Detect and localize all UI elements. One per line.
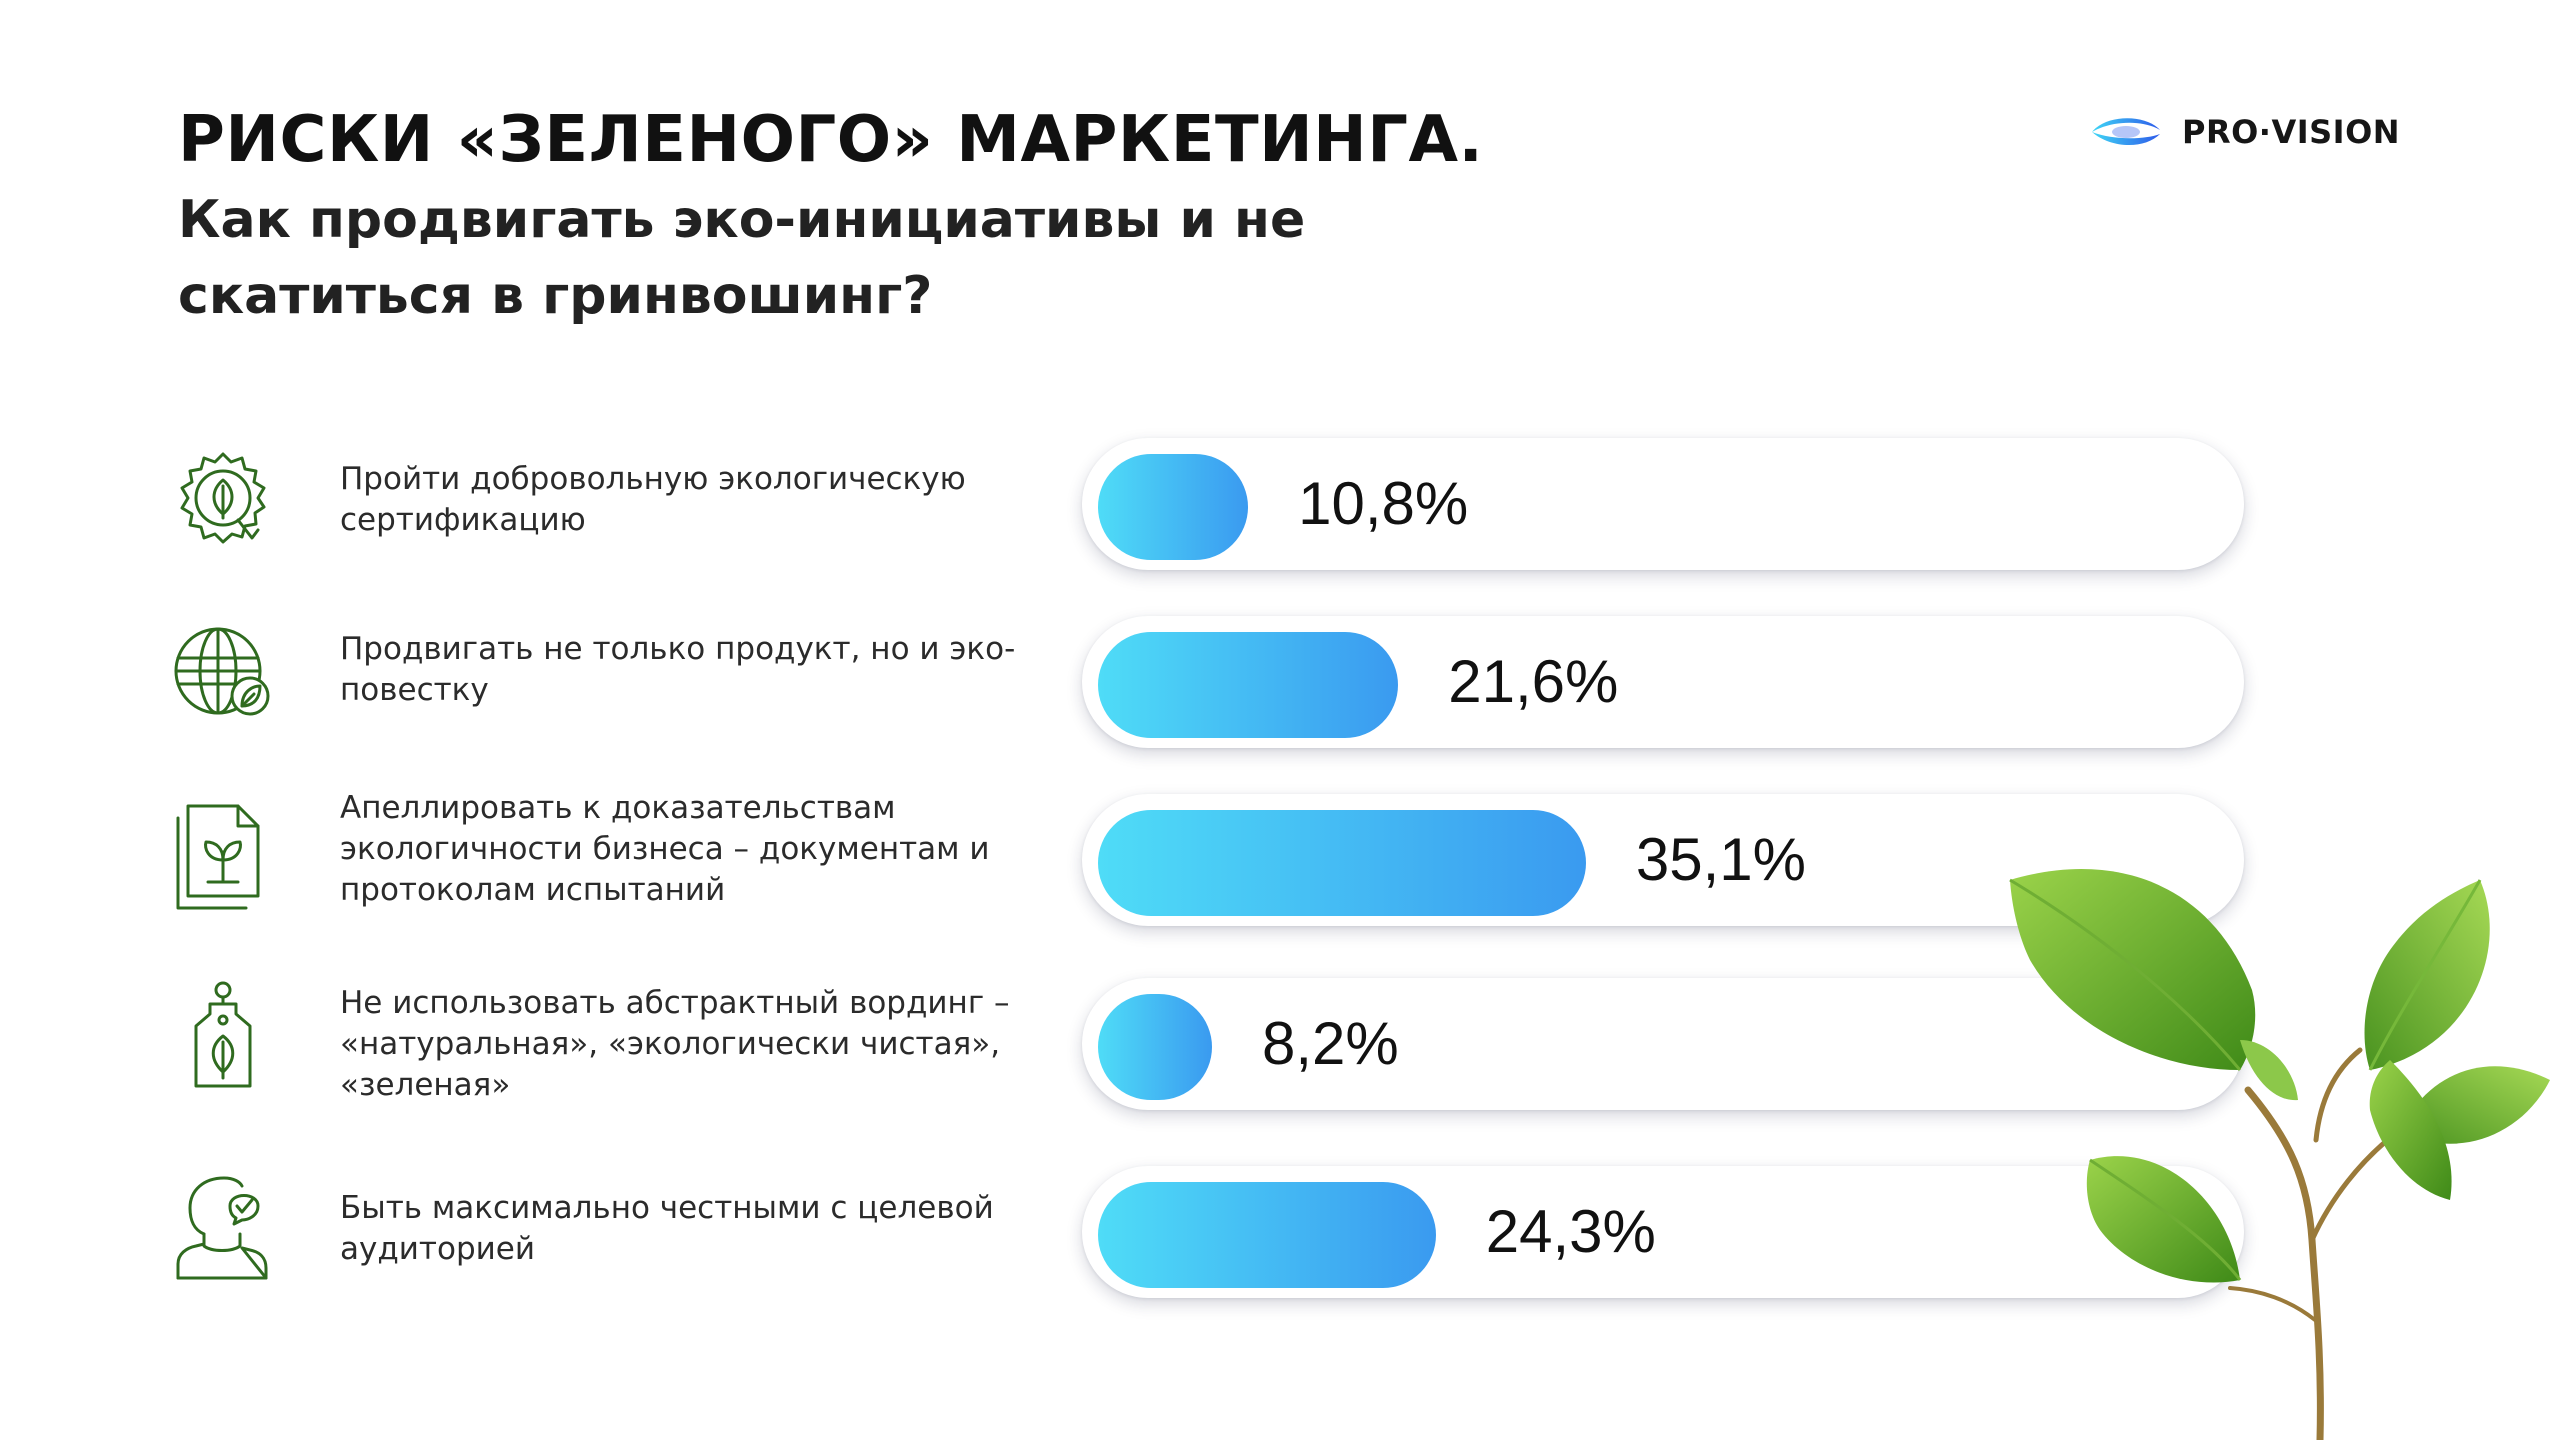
bar-track: 10,8% [1082, 438, 2244, 570]
eye-logo-icon [2092, 118, 2160, 146]
eco-documents-icon [168, 800, 278, 910]
bar-fill [1098, 994, 1212, 1100]
page-subtitle: Как продвигать эко-инициативы и не скати… [178, 190, 1306, 326]
item-label: Быть максимально честными с целевой ауди… [340, 1190, 994, 1267]
bar-fill [1098, 810, 1586, 916]
eco-certificate-icon [168, 448, 278, 558]
item-label: Пройти добровольную экологическую сертиф… [340, 461, 966, 538]
bar-fill [1098, 1182, 1436, 1288]
eco-tag-icon [168, 980, 278, 1090]
value-label: 35,1% [1635, 826, 1807, 893]
value-label: 24,3% [1485, 1198, 1656, 1265]
value-label: 21,6% [1448, 648, 1619, 715]
bar-fill [1098, 454, 1249, 560]
item-label: Продвигать не только продукт, но и эко-п… [340, 631, 1016, 708]
bar-track: 21,6% [1082, 616, 2244, 748]
brand-name: PRO·VISION [2182, 113, 2401, 151]
honest-person-icon [168, 1172, 278, 1282]
value-label: 10,8% [1298, 470, 1469, 537]
bar-track: 8,2% [1082, 978, 2244, 1110]
item-label: Апеллировать к доказательствам экологичн… [340, 790, 990, 908]
bar-track: 24,3% [1082, 1166, 2244, 1298]
brand-logo: PRO·VISION [2088, 108, 2400, 156]
plant-image [1990, 840, 2560, 1440]
item-label: Не использовать абстрактный вординг – «н… [340, 985, 1010, 1103]
bar-fill [1098, 632, 1399, 738]
eco-globe-icon [168, 616, 278, 726]
page-title: РИСКИ «ЗЕЛЕНОГО» МАРКЕТИНГА. [178, 103, 1484, 177]
value-label: 8,2% [1261, 1010, 1399, 1077]
